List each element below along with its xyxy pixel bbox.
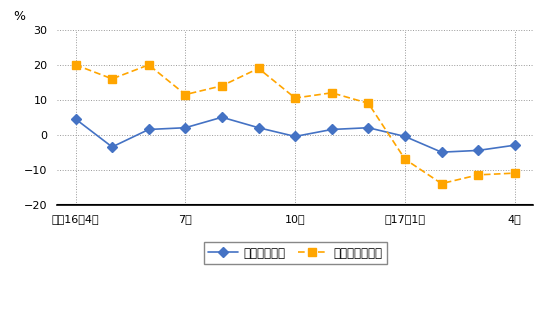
- 総実労働時間: [402, 135, 408, 138]
- 総実労働時間: [182, 126, 188, 129]
- 総実労働時間: [365, 126, 372, 129]
- 所定外労働時間: [365, 101, 372, 105]
- 所定外労働時間: [402, 157, 408, 161]
- 総実労働時間: [72, 117, 79, 121]
- 総実労働時間: [328, 128, 335, 131]
- 総実労働時間: [292, 135, 299, 138]
- 所定外労働時間: [219, 84, 225, 88]
- 総実労働時間: [255, 126, 262, 129]
- 所定外労働時間: [255, 66, 262, 70]
- 所定外労働時間: [72, 63, 79, 67]
- 所定外労働時間: [511, 171, 518, 175]
- 所定外労働時間: [475, 173, 481, 177]
- 所定外労働時間: [182, 93, 188, 96]
- 所定外労働時間: [109, 77, 116, 81]
- 所定外労働時間: [292, 96, 299, 100]
- 総実労働時間: [219, 115, 225, 119]
- 総実労働時間: [109, 145, 116, 149]
- Line: 総実労働時間: 総実労働時間: [72, 114, 518, 156]
- 総実労働時間: [145, 128, 152, 131]
- Y-axis label: %: %: [13, 10, 25, 23]
- 所定外労働時間: [328, 91, 335, 95]
- Legend: 総実労働時間, 所定外労働時間: 総実労働時間, 所定外労働時間: [204, 242, 387, 264]
- 総実労働時間: [475, 149, 481, 152]
- Line: 所定外労働時間: 所定外労働時間: [72, 61, 518, 187]
- 所定外労働時間: [145, 63, 152, 67]
- 総実労働時間: [511, 143, 518, 147]
- 所定外労働時間: [438, 182, 445, 186]
- 総実労働時間: [438, 150, 445, 154]
